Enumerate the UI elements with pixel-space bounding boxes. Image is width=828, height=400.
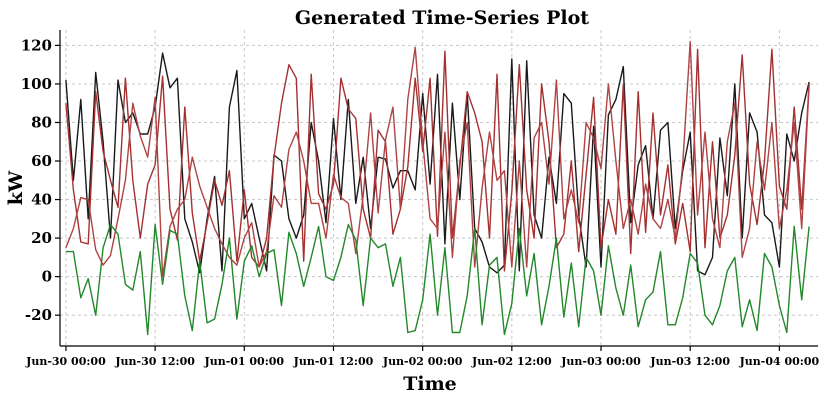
y-tick-label: 100	[21, 75, 52, 93]
series-line-2	[65, 48, 810, 272]
series-line-4	[65, 223, 810, 336]
series-line-1	[65, 52, 810, 276]
x-tick-label: Jun-01 00:00	[204, 355, 285, 368]
y-tick-label: 40	[31, 191, 52, 209]
x-tick-label: Jun-30 00:00	[25, 355, 106, 368]
x-tick-label: Jun-01 12:00	[293, 355, 374, 368]
chart-title: Generated Time-Series Plot	[295, 7, 589, 29]
y-tick-label: 20	[31, 229, 52, 247]
y-tick-label: 60	[31, 152, 52, 170]
axes-layer: -20 0 20 40 60 80 100 120 Jun-30 00:00 Jun-30 12:…	[21, 30, 820, 368]
x-tick-label: Jun-02 00:00	[382, 355, 463, 368]
x-tick-label: Jun-03 12:00	[649, 355, 730, 368]
x-tick-label: Jun-04 00:00	[739, 355, 820, 368]
series-line-3	[65, 40, 810, 278]
x-axis-label: Time	[403, 373, 457, 395]
series-layer	[65, 40, 810, 336]
x-tick-label: Jun-30 12:00	[114, 355, 195, 368]
x-tick-label: Jun-03 00:00	[560, 355, 641, 368]
y-tick-label: -20	[25, 306, 52, 324]
y-tick-label: 0	[42, 268, 52, 286]
y-tick-label: 80	[31, 113, 52, 131]
y-tick-label: 120	[21, 36, 52, 54]
x-tick-label: Jun-02 12:00	[471, 355, 552, 368]
y-axis-label: kW	[5, 170, 27, 205]
